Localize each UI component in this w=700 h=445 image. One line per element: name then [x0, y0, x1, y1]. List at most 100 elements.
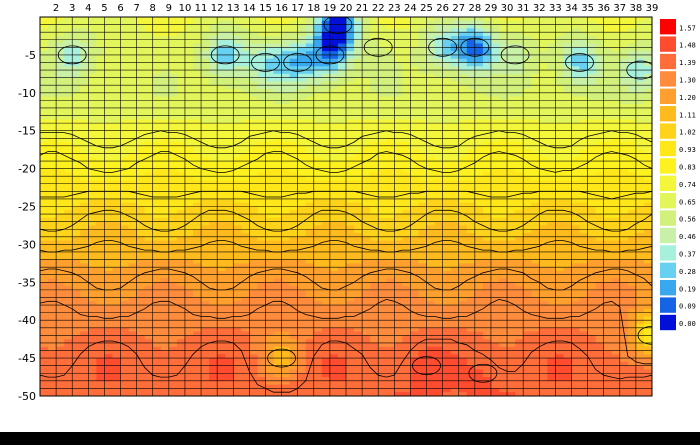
heat-cell: [289, 24, 299, 29]
heat-cell: [346, 327, 355, 333]
heat-cell: [289, 316, 299, 321]
heat-cell: [168, 187, 178, 192]
heat-cell: [193, 195, 202, 200]
heat-cell: [233, 384, 242, 390]
heat-cell: [426, 335, 436, 340]
heat-cell: [209, 331, 218, 336]
heat-cell: [176, 244, 186, 249]
heat-cell: [313, 274, 323, 280]
heat-cell: [273, 206, 283, 211]
heat-cell: [426, 373, 436, 378]
heat-cell: [176, 206, 186, 211]
heat-cell: [402, 316, 412, 321]
heat-cell: [386, 327, 395, 333]
heat-cell: [225, 51, 234, 56]
heat-cell: [201, 248, 210, 253]
heat-cell: [104, 312, 114, 318]
heat-cell: [305, 244, 315, 249]
heat-cell: [370, 126, 379, 132]
heat-cell: [329, 100, 339, 105]
heat-cell: [176, 145, 186, 151]
heat-cell: [281, 168, 291, 173]
heat-cell: [176, 62, 186, 67]
heat-cell: [209, 32, 218, 37]
heat-cell: [201, 392, 210, 396]
heat-cell: [88, 149, 97, 155]
heat-cell: [112, 270, 122, 276]
heat-cell: [394, 278, 403, 283]
heat-cell: [152, 92, 162, 98]
heat-cell: [120, 202, 130, 208]
heat-cell: [394, 134, 403, 139]
heat-cell: [337, 66, 347, 71]
heat-cell: [201, 73, 210, 79]
heat-cell: [354, 138, 363, 143]
heat-cell: [273, 335, 283, 340]
heat-cell: [386, 107, 395, 113]
heat-cell: [241, 305, 250, 310]
heat-cell: [265, 81, 275, 86]
heat-cell: [321, 305, 331, 310]
heat-cell: [193, 134, 202, 139]
heat-cell: [410, 255, 420, 261]
heat-cell: [96, 126, 106, 132]
heat-cell: [354, 225, 363, 230]
heat-cell: [225, 346, 234, 352]
heat-cell: [217, 187, 226, 192]
heat-cell: [64, 221, 73, 227]
heat-cell: [241, 58, 250, 64]
heat-cell: [249, 286, 259, 291]
heat-cell: [386, 81, 395, 86]
heat-cell: [96, 233, 106, 238]
heat-cell: [160, 107, 170, 113]
heat-cell: [176, 39, 186, 45]
heat-cell: [321, 153, 331, 158]
heat-cell: [386, 251, 395, 257]
heat-cell: [249, 157, 259, 162]
heat-cell: [410, 138, 420, 143]
heat-cell: [346, 172, 355, 177]
heat-cell: [128, 331, 138, 336]
heat-cell: [233, 305, 242, 310]
heat-cell: [386, 54, 395, 60]
heat-cell: [426, 251, 436, 257]
heat-cell: [48, 289, 57, 295]
heat-cell: [305, 255, 315, 261]
heat-cell: [128, 119, 138, 124]
heat-cell: [152, 358, 162, 363]
heat-cell: [402, 233, 412, 238]
heat-cell: [120, 384, 130, 390]
heat-cell: [233, 320, 242, 325]
heat-cell: [96, 66, 106, 71]
heat-cell: [249, 70, 259, 75]
heat-cell: [370, 164, 379, 170]
heat-cell: [104, 77, 114, 83]
heat-cell: [305, 195, 315, 200]
heat-cell: [64, 286, 73, 291]
heat-cell: [378, 149, 387, 155]
heat-cell: [402, 339, 412, 344]
heat-cell: [72, 35, 81, 41]
heat-cell: [329, 161, 339, 166]
heat-cell: [426, 51, 436, 56]
heat-cell: [80, 28, 89, 33]
heat-cell: [217, 361, 226, 367]
heat-cell: [160, 259, 170, 264]
heat-cell: [152, 361, 162, 367]
heat-cell: [80, 339, 89, 344]
heat-cell: [410, 282, 420, 287]
heat-cell: [241, 47, 250, 52]
heat-cell: [386, 104, 395, 109]
heat-cell: [426, 20, 436, 26]
heat-cell: [273, 282, 283, 287]
heat-cell: [313, 149, 323, 155]
heat-cell: [289, 301, 299, 306]
heat-cell: [370, 77, 379, 83]
heat-cell: [112, 244, 122, 249]
heat-cell: [329, 54, 339, 60]
heat-cell: [128, 267, 138, 272]
heat-cell: [233, 350, 242, 355]
heat-cell: [201, 267, 210, 272]
heat-cell: [273, 39, 283, 45]
heat-cell: [56, 373, 65, 378]
